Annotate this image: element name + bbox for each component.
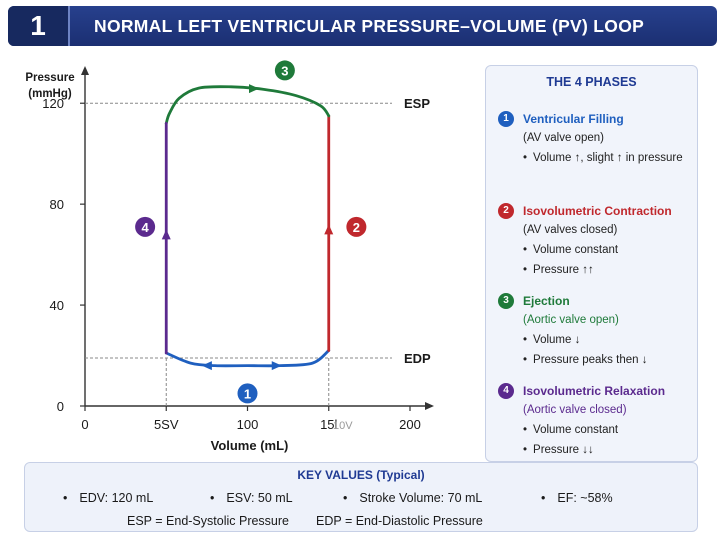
title-bar: 1 NORMAL LEFT VENTRICULAR PRESSURE–VOLUM… [8,6,717,46]
x-axis-label: Volume (mL) [211,438,289,453]
direction-arrow-phase-3 [249,84,259,94]
phase-number-badge: 1 [498,111,514,127]
phase-name: Isovolumetric Contraction [523,204,672,218]
phase-badge-number: 4 [142,220,150,235]
phase-bullet: Volume ↓ [523,330,688,350]
direction-arrow-phase-2 [324,224,334,235]
phase-badge-1 [237,383,258,404]
direction-arrow-phase-1 [271,361,282,371]
phases-panel: THE 4 PHASES 1 Ventricular Filling (AV v… [485,65,698,462]
phase-badge-2 [346,216,367,237]
phase-bullet: Pressure ↑↑ [523,260,688,280]
x-tick-label: 200 [399,417,421,432]
phase-number-badge: 3 [498,293,514,309]
x-axis-arrowhead [425,402,434,410]
direction-arrow-phase-4 [161,229,171,240]
x-tick-label: 0 [81,417,88,432]
phase-badge-number: 1 [244,386,251,401]
pv-loop-chart: 0 40 80 120 0 5SV 100 15l 200 10V Pressure (mmHg) Vo… [25,60,434,453]
phase-name: Ventricular Filling [523,112,624,126]
phase-number-badge: 4 [498,383,514,399]
section-number: 1 [8,6,70,46]
page-title: NORMAL LEFT VENTRICULAR PRESSURE–VOLUME … [94,16,645,36]
x-tick-label: 100 [237,417,259,432]
key-values-title: KEY VALUES (Typical) [297,468,425,482]
phase-subtitle: (Aortic valve open) [523,314,619,326]
reference-label-esp: ESP [404,96,430,111]
key-value-ef: EF: ~58% [541,491,612,505]
phase-bullet: Pressure peaks then ↓ [523,350,688,370]
y-tick-label: 40 [50,298,64,313]
phase-subtitle: (Aortic valve closed) [523,404,627,416]
phase-badge-3 [274,60,295,81]
key-value-edv: EDV: 120 mL [63,491,153,505]
phase-badge-4 [135,216,156,237]
y-axis-unit-label: (mmHg) [28,88,72,100]
y-axis-label: Pressure [25,72,74,84]
phase-badge-number: 2 [353,220,360,235]
phase-bullet: Volume constant [523,240,688,260]
loop-segment-phase-3 [164,85,331,125]
x-tick-label: 15l [320,417,337,432]
key-values-panel: KEY VALUES (Typical) EDV: 120 mL ESV: 50… [24,462,698,532]
definition-edp: EDP = End-Diastolic Pressure [316,514,483,528]
phase-subtitle: (AV valve open) [523,132,604,144]
key-value-esv: ESV: 50 mL [210,491,292,505]
phase-name: Isovolumetric Relaxation [523,384,666,398]
phase-number-badge: 2 [498,203,514,219]
phase-name: Ejection [523,294,570,308]
phase-bullet: Pressure ↓↓ [523,440,688,460]
phase-subtitle: (AV valves closed) [523,224,618,236]
y-tick-label: 80 [50,197,64,212]
x-extra-label: 10V [333,420,353,432]
phase-bullet: Volume constant [523,420,688,440]
definition-esp: ESP = End-Systolic Pressure [127,514,289,528]
key-value-stroke-volume: Stroke Volume: 70 mL [343,491,482,505]
y-tick-label: 0 [57,399,64,414]
y-tick-label: 120 [42,96,64,111]
phase-badge-number: 3 [281,63,288,78]
phases-title: THE 4 PHASES [546,75,637,89]
y-axis-arrowhead [81,66,89,75]
reference-label-edp: EDP [404,351,431,366]
x-tick-label: 5SV [154,417,179,432]
phase-bullet: Volume ↑, slight ↑ in pressure [523,148,688,168]
direction-arrow-phase-1 [201,361,212,371]
loop-segment-phase-1 [164,349,331,368]
